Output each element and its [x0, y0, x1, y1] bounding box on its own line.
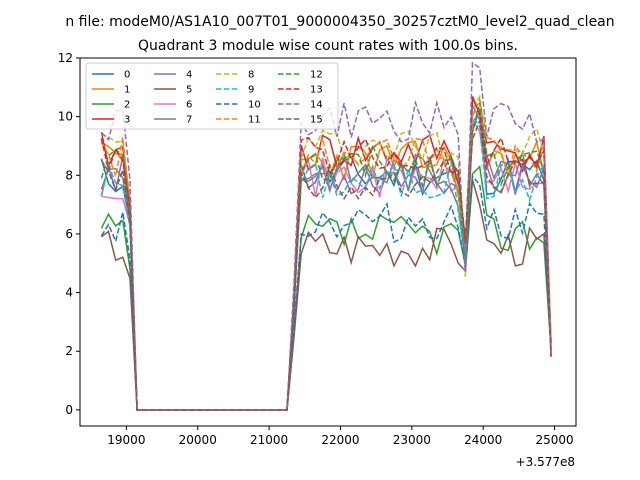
legend-label-13: 13: [310, 85, 323, 96]
chart-title: Quadrant 3 module wise count rates with …: [138, 38, 518, 54]
legend-label-10: 10: [248, 100, 261, 111]
axes-frame: [79, 57, 577, 427]
x-tick-label: 24000: [464, 433, 502, 447]
legend-box: [85, 62, 339, 130]
legend-label-9: 9: [248, 85, 254, 96]
y-tick-label: 8: [65, 168, 73, 182]
series-group: [100, 61, 552, 411]
legend-label-5: 5: [186, 85, 192, 96]
series-line-10: [100, 174, 552, 411]
series-line-5: [100, 179, 552, 411]
series-line-13: [100, 96, 552, 411]
legend-label-8: 8: [248, 70, 254, 81]
y-tick-label: 2: [65, 344, 73, 358]
legend-label-12: 12: [310, 70, 323, 81]
figure-suptitle: n file: modeM0/AS1A10_007T01_9000004350_…: [65, 14, 614, 30]
y-tick-label: 6: [65, 227, 73, 241]
x-tick-label: 20000: [179, 433, 217, 447]
y-tick-label: 4: [65, 286, 73, 300]
legend-label-6: 6: [186, 100, 192, 111]
series-line-2: [100, 165, 552, 411]
series-line-14: [100, 61, 552, 411]
series-line-8: [101, 94, 552, 411]
y-axis: 0 2 4 6 8 10 12: [58, 51, 80, 417]
y-tick-label: 12: [58, 51, 73, 65]
x-offset-label: +3.577e8: [516, 455, 575, 469]
x-tick-label: 19000: [107, 433, 145, 447]
series-line-9: [100, 114, 552, 411]
x-tick-label: 21000: [250, 433, 288, 447]
legend-label-3: 3: [124, 115, 130, 126]
legend-label-4: 4: [186, 70, 192, 81]
y-tick-label: 10: [58, 110, 73, 124]
legend-label-2: 2: [124, 100, 130, 111]
legend-label-1: 1: [124, 85, 130, 96]
legend-label-11: 11: [248, 115, 261, 126]
legend-label-7: 7: [186, 115, 192, 126]
x-tick-label: 22000: [321, 433, 359, 447]
x-tick-label: 25000: [535, 433, 573, 447]
y-tick-label: 0: [65, 403, 73, 417]
legend-label-0: 0: [124, 70, 130, 81]
x-axis: 19000 20000 21000 22000 23000 24000 25000: [107, 426, 574, 447]
legend-label-15: 15: [310, 115, 323, 126]
series-line-15: [100, 120, 552, 411]
x-tick-label: 23000: [393, 433, 431, 447]
legend-label-14: 14: [310, 100, 323, 111]
